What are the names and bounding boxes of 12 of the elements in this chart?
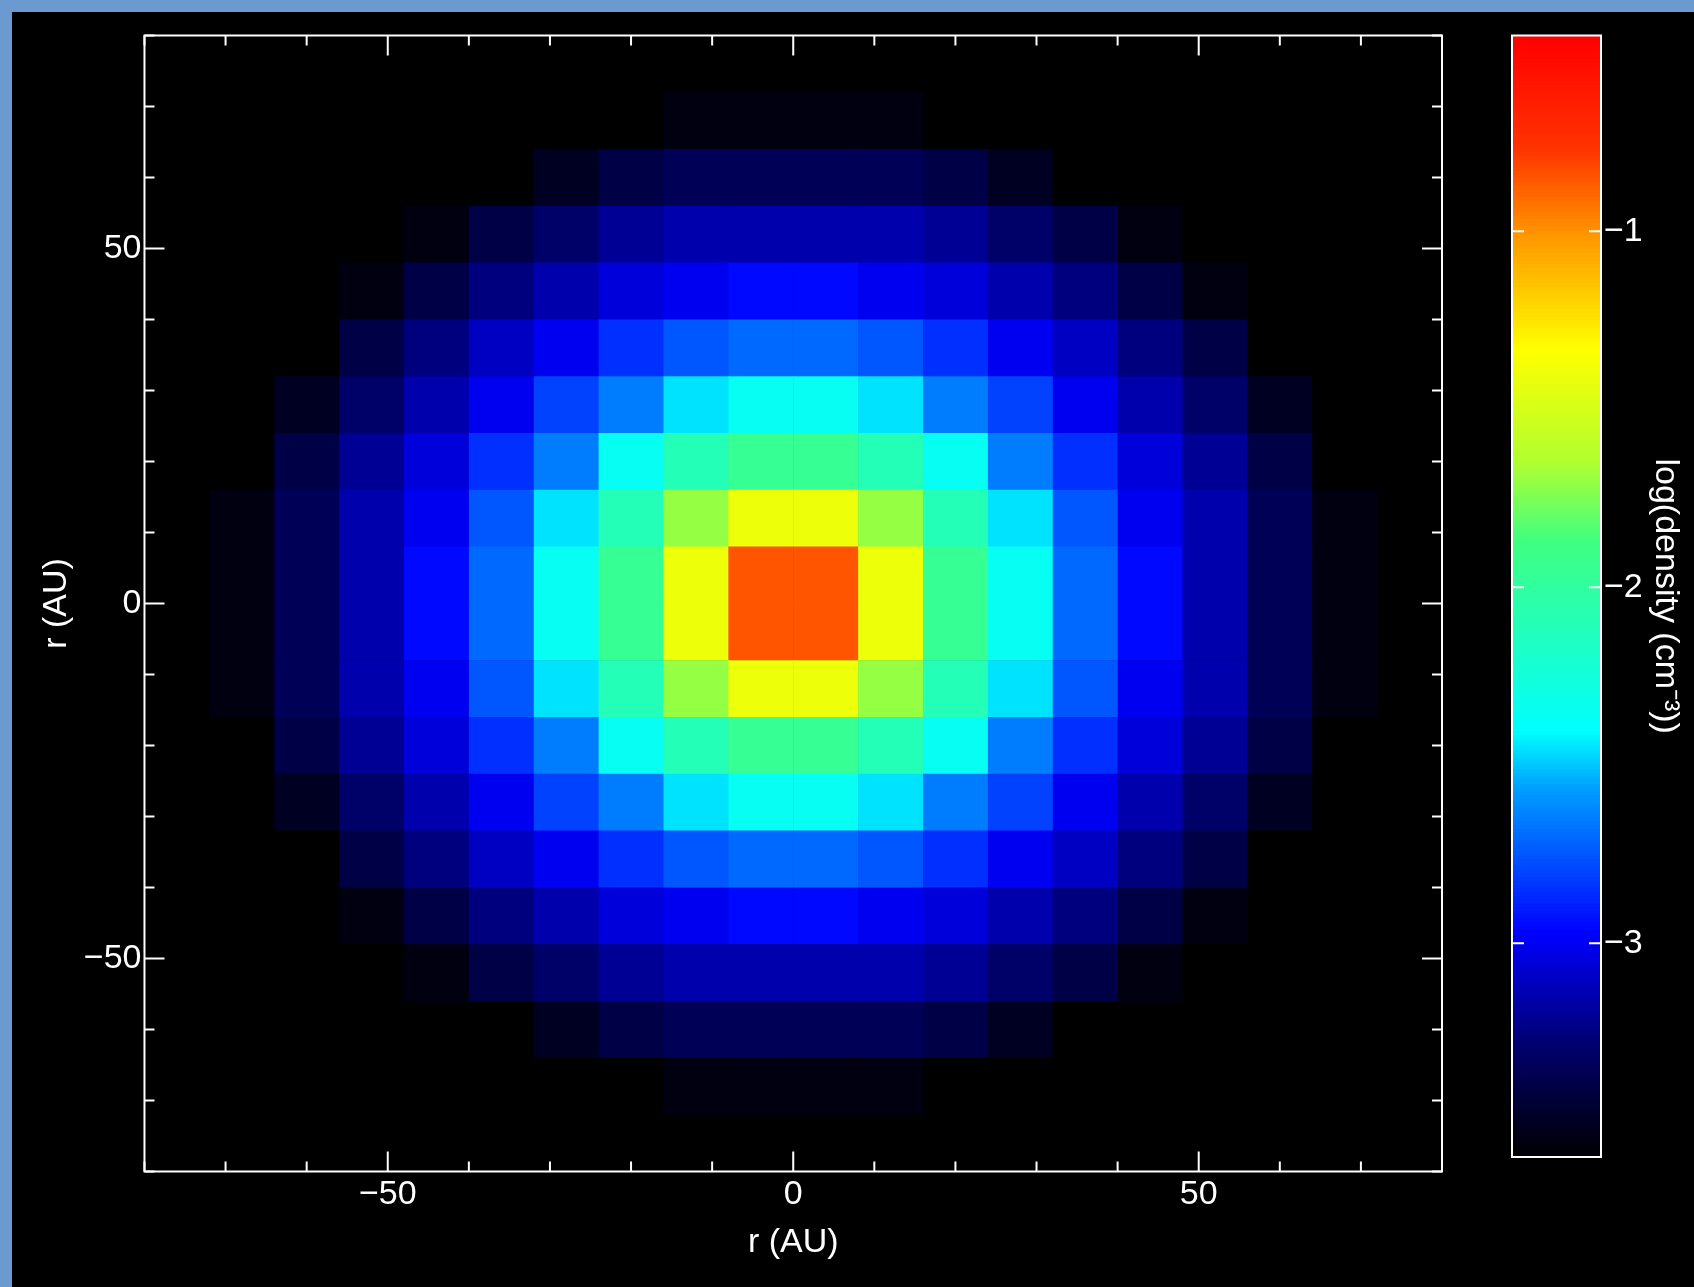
x-tick-label: −50 bbox=[358, 1173, 417, 1212]
y-tick-label: −50 bbox=[83, 936, 142, 975]
y-axis-title: r (AU) bbox=[34, 558, 73, 649]
color-bar-label: −2 bbox=[1604, 565, 1643, 604]
x-tick-label: 0 bbox=[783, 1173, 803, 1212]
color-bar-title: log(density (cm⁻³)) bbox=[1649, 458, 1688, 734]
color-bar-label: −3 bbox=[1604, 921, 1643, 960]
y-tick-label: 0 bbox=[122, 581, 142, 620]
x-tick-label: 50 bbox=[1179, 1173, 1218, 1212]
color-bar-label: −1 bbox=[1604, 209, 1643, 248]
x-axis-title: r (AU) bbox=[747, 1220, 839, 1259]
y-tick-label: 50 bbox=[103, 226, 142, 265]
